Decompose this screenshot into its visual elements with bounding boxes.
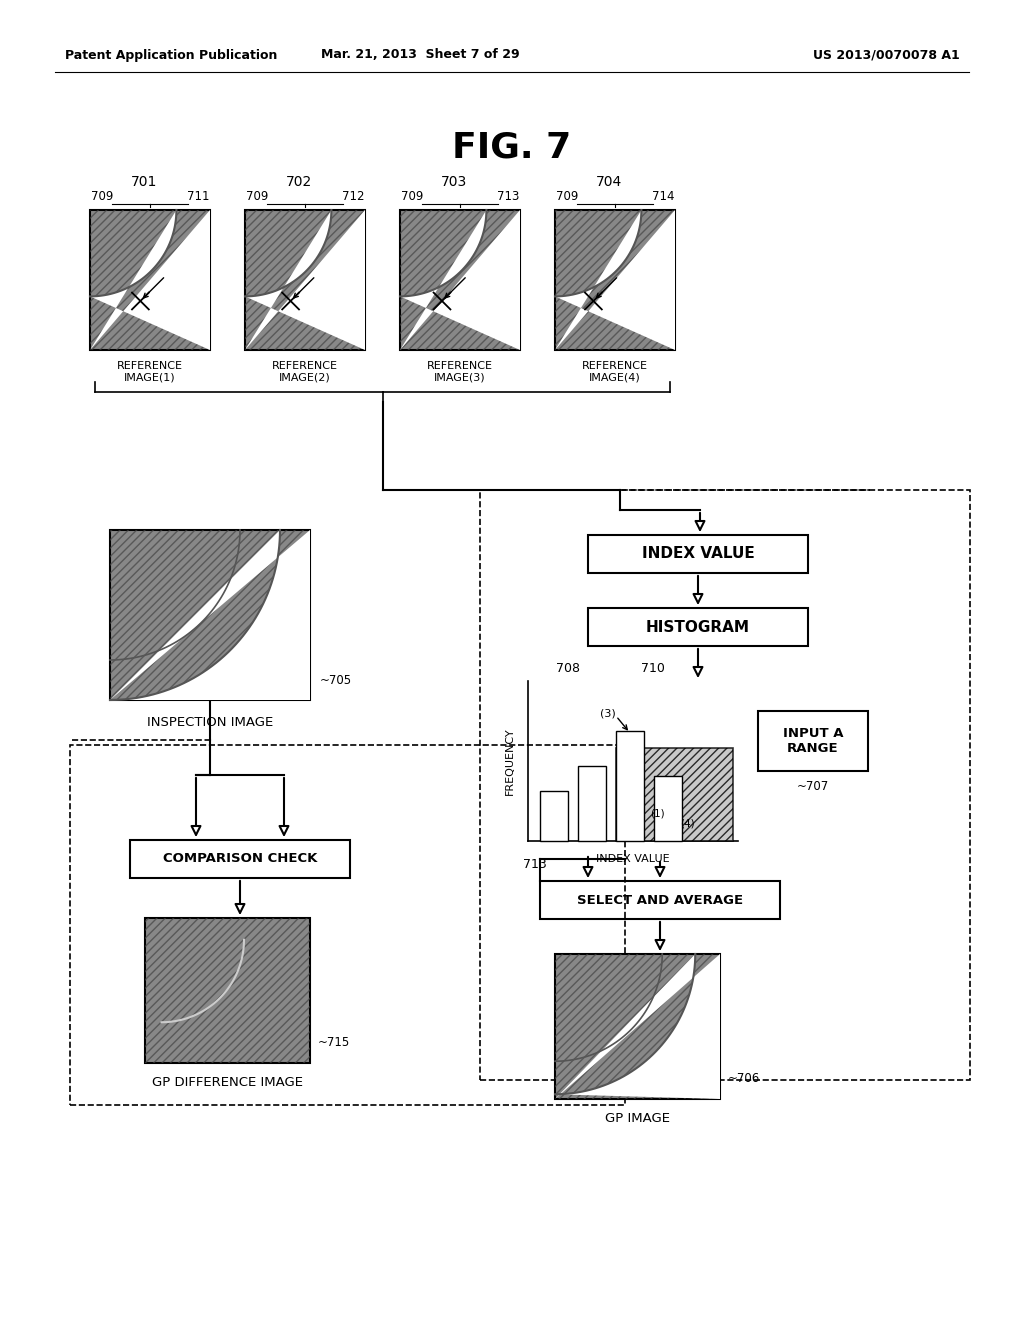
Text: ~715: ~715: [318, 1036, 350, 1049]
Text: (1): (1): [649, 808, 665, 818]
Text: GP DIFFERENCE IMAGE: GP DIFFERENCE IMAGE: [152, 1077, 303, 1089]
Bar: [616, 748, 733, 841]
Polygon shape: [555, 210, 675, 350]
Text: ~707: ~707: [797, 780, 829, 792]
Text: 709: 709: [556, 190, 579, 202]
Bar: [145, 917, 310, 1063]
Text: REFERENCE
IMAGE(2): REFERENCE IMAGE(2): [272, 362, 338, 383]
Text: US 2013/0070078 A1: US 2013/0070078 A1: [813, 49, 961, 62]
Text: 708: 708: [556, 663, 580, 676]
Text: INPUT A
RANGE: INPUT A RANGE: [782, 727, 843, 755]
Bar: [758, 711, 868, 771]
Bar: [90, 210, 210, 350]
Text: FIG. 7: FIG. 7: [453, 131, 571, 165]
Text: INSPECTION IMAGE: INSPECTION IMAGE: [146, 715, 273, 729]
Polygon shape: [400, 210, 520, 350]
Text: REFERENCE
IMAGE(4): REFERENCE IMAGE(4): [582, 362, 648, 383]
Text: FREQUENCY: FREQUENCY: [505, 727, 515, 795]
Text: 711: 711: [186, 190, 209, 202]
Bar: [540, 791, 568, 841]
Text: ~705: ~705: [319, 673, 352, 686]
Bar: [90, 210, 210, 350]
Bar: [555, 210, 675, 350]
Text: REFERENCE
IMAGE(3): REFERENCE IMAGE(3): [427, 362, 493, 383]
Text: Patent Application Publication: Patent Application Publication: [65, 49, 278, 62]
Text: 709: 709: [400, 190, 423, 202]
Bar: [245, 210, 365, 350]
Text: (4): (4): [680, 818, 694, 828]
Text: HISTOGRAM: HISTOGRAM: [646, 619, 750, 635]
Bar: [555, 954, 720, 1100]
Text: Mar. 21, 2013  Sheet 7 of 29: Mar. 21, 2013 Sheet 7 of 29: [321, 49, 519, 62]
Text: 714: 714: [651, 190, 674, 202]
Text: 704: 704: [596, 176, 623, 189]
Bar: [480, 490, 970, 1080]
Polygon shape: [90, 210, 210, 350]
Text: INDEX VALUE: INDEX VALUE: [596, 854, 670, 865]
Bar: [578, 766, 606, 841]
Bar: [400, 210, 520, 350]
Bar: [400, 210, 520, 350]
Bar: [245, 210, 365, 350]
Text: 709: 709: [91, 190, 114, 202]
Text: 701: 701: [131, 176, 158, 189]
Text: SELECT AND AVERAGE: SELECT AND AVERAGE: [577, 894, 743, 907]
Text: ~706: ~706: [728, 1072, 760, 1085]
Bar: [130, 840, 350, 878]
Bar: [145, 917, 310, 1063]
Text: 713: 713: [523, 858, 547, 871]
Text: COMPARISON CHECK: COMPARISON CHECK: [163, 853, 317, 866]
Bar: [588, 609, 808, 645]
Bar: [588, 535, 808, 573]
Bar: [110, 531, 310, 700]
Text: (3): (3): [600, 708, 615, 718]
Text: REFERENCE
IMAGE(1): REFERENCE IMAGE(1): [117, 362, 183, 383]
Bar: [110, 531, 310, 700]
Text: INDEX VALUE: INDEX VALUE: [642, 546, 755, 561]
Bar: [70, 744, 625, 1105]
Bar: [616, 731, 644, 841]
Bar: [555, 210, 675, 350]
Text: GP IMAGE: GP IMAGE: [605, 1113, 670, 1126]
Polygon shape: [555, 954, 720, 1100]
Bar: [654, 776, 682, 841]
Bar: [540, 880, 780, 919]
Polygon shape: [245, 210, 365, 350]
Text: 712: 712: [342, 190, 365, 202]
Bar: [555, 954, 720, 1100]
Text: 713: 713: [497, 190, 519, 202]
Polygon shape: [110, 531, 310, 700]
Text: 702: 702: [286, 176, 312, 189]
Text: 703: 703: [441, 176, 467, 189]
Text: 710: 710: [641, 663, 665, 676]
Text: 709: 709: [246, 190, 268, 202]
